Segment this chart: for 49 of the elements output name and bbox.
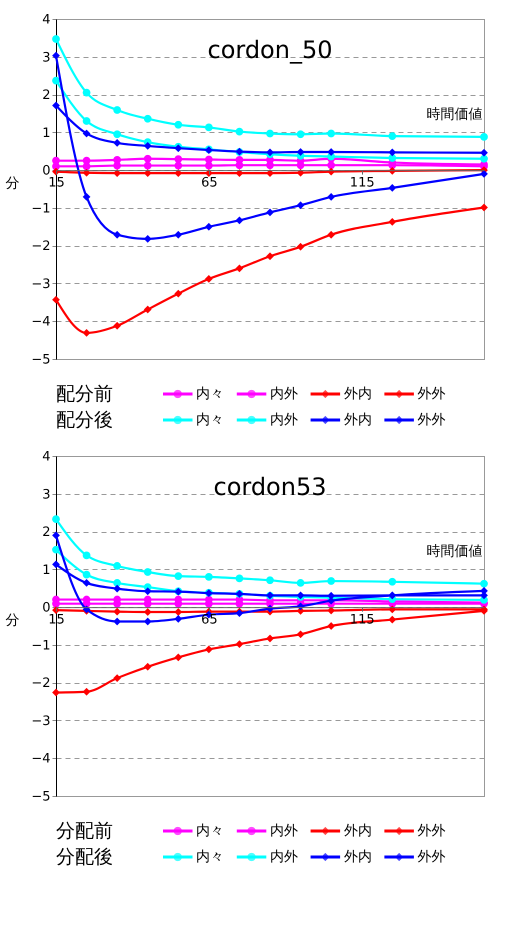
y-tick-label: −1 — [31, 201, 50, 216]
y-tick-label: 0 — [42, 164, 50, 179]
legend-label: 内外 — [270, 823, 298, 839]
y-tick-label: −3 — [31, 276, 50, 292]
legend-label: 内外 — [270, 849, 298, 865]
y-tick-label: 4 — [42, 12, 50, 28]
y-tick-label: −4 — [31, 752, 50, 767]
legend-label: 外内 — [344, 386, 372, 402]
y-tick-label: 0 — [42, 600, 50, 616]
y-tick-label: 3 — [42, 487, 50, 502]
y-tick-label: 2 — [42, 525, 50, 540]
y-axis-title: 分 — [6, 612, 20, 629]
x-axis-title: 時間価値 — [426, 106, 482, 122]
legend-label: 内々 — [196, 386, 224, 402]
y-tick-label: 4 — [42, 450, 50, 464]
legend-label: 内外 — [270, 386, 298, 402]
text: 配分後 — [56, 409, 113, 431]
y-tick-label: −5 — [31, 790, 50, 804]
legend-label: 外内 — [344, 412, 372, 428]
text: cordon53 — [214, 473, 326, 501]
text: 配分前 — [56, 383, 113, 405]
y-tick-label: −5 — [31, 352, 50, 368]
legend-label: 外外 — [418, 412, 446, 428]
x-tick-label: 65 — [201, 176, 218, 191]
y-tick-label: 1 — [42, 562, 50, 578]
legend-label: 外外 — [418, 386, 446, 402]
legend-label: 外内 — [344, 849, 372, 865]
x-axis-title: 時間価値 — [426, 543, 482, 560]
x-tick-label: 65 — [201, 612, 218, 628]
y-tick-label: −2 — [31, 676, 50, 692]
legend-label: 内々 — [196, 823, 224, 839]
legend-label: 外内 — [344, 823, 372, 839]
legend-label: 外外 — [418, 823, 446, 839]
y-tick-label: −3 — [31, 714, 50, 729]
y-tick-label: −2 — [31, 239, 50, 254]
text: cordon_50 — [208, 36, 332, 64]
legend-label: 内外 — [270, 412, 298, 428]
legend-label: 外外 — [418, 849, 446, 865]
y-tick-label: −4 — [31, 314, 50, 330]
legend-label: 内々 — [196, 412, 224, 428]
text: 分配前 — [56, 820, 113, 842]
y-tick-label: 1 — [42, 126, 50, 141]
text: 分配後 — [56, 846, 113, 868]
legend-label: 内々 — [196, 849, 224, 865]
x-tick-label: 115 — [350, 176, 375, 191]
y-tick-label: 3 — [42, 50, 50, 66]
y-tick-label: −1 — [31, 638, 50, 654]
y-axis-title: 分 — [6, 176, 20, 192]
y-tick-label: 2 — [42, 88, 50, 104]
